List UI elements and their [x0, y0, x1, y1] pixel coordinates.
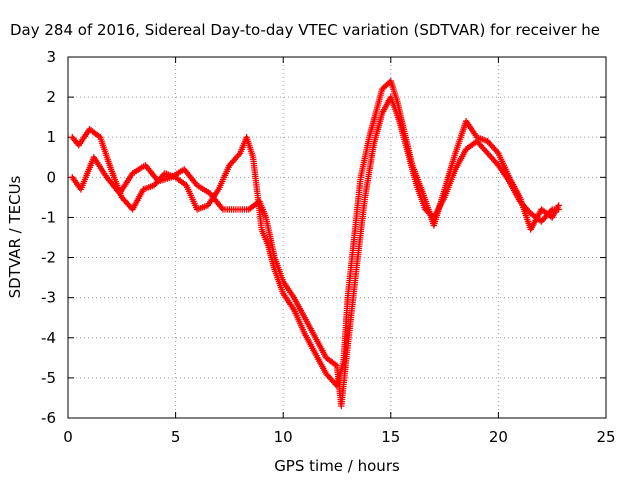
x-tick-label: 5	[171, 428, 181, 446]
x-tick-label: 0	[63, 428, 73, 446]
y-tick-label: -1	[41, 208, 56, 226]
data-point	[555, 206, 562, 213]
x-tick-label: 20	[489, 428, 508, 446]
y-tick-label: -3	[41, 289, 56, 307]
y-axis-ticks: 3 2 1 0 -1 -2 -3 -4 -5 -6	[41, 48, 606, 427]
y-tick-label: 2	[46, 88, 56, 106]
y-tick-label: 3	[46, 48, 56, 66]
y-tick-label: -4	[41, 329, 56, 347]
series-track-a	[69, 77, 562, 390]
x-axis-label: GPS time / hours	[274, 457, 400, 475]
y-tick-label: 0	[46, 168, 56, 186]
y-axis-label: SDTVAR / TECUs	[6, 175, 24, 298]
y-tick-label: -2	[41, 249, 56, 267]
series-track-b	[69, 93, 562, 410]
y-tick-label: -6	[41, 409, 56, 427]
plot-frame	[67, 56, 607, 419]
y-tick-label: 1	[46, 128, 56, 146]
x-tick-label: 25	[596, 428, 615, 446]
chart-title: Day 284 of 2016, Sidereal Day-to-day VTE…	[10, 21, 600, 39]
x-tick-label: 15	[381, 428, 400, 446]
y-tick-label: -5	[41, 369, 56, 387]
x-axis-ticks: 0 5 10 15 20 25	[63, 57, 616, 446]
data-points	[69, 77, 562, 410]
x-tick-label: 10	[274, 428, 293, 446]
